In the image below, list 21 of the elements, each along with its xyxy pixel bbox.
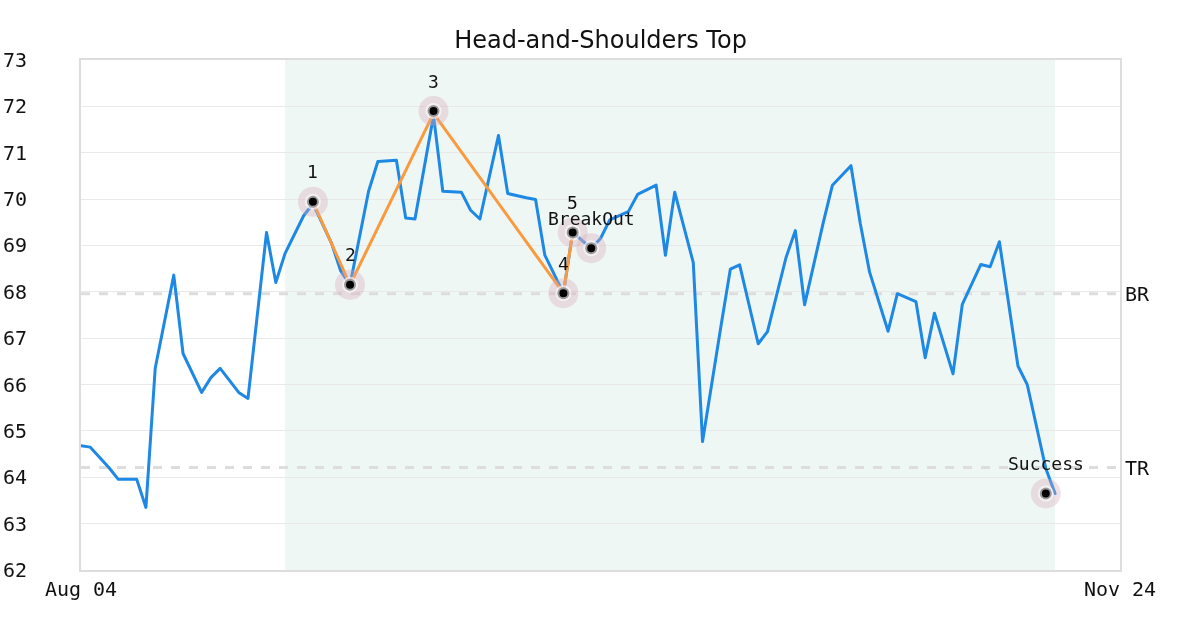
y-tick-label: 71 — [2, 140, 27, 165]
ref-line-label: TR — [1125, 456, 1151, 480]
y-tick-label: 66 — [2, 372, 27, 397]
annotation: 3 — [428, 71, 439, 92]
annotation: 2 — [345, 244, 356, 265]
chart-title: Head-and-Shoulders Top — [454, 26, 747, 55]
y-tick-label: 70 — [2, 187, 27, 212]
y-tick-label: 73 — [2, 48, 27, 72]
ref-line-label: BR — [1125, 282, 1151, 306]
x-tick-label: Nov 24 — [1083, 577, 1157, 601]
y-tick-label: 62 — [2, 558, 27, 582]
y-tick-label: 67 — [2, 326, 27, 351]
annotation: 5 — [567, 192, 578, 213]
y-tick-label: 63 — [2, 511, 27, 536]
y-tick-label: 65 — [2, 418, 27, 443]
annotation: 1 — [307, 161, 318, 182]
x-tick-label: Aug 04 — [44, 577, 118, 601]
y-tick-label: 69 — [2, 233, 27, 258]
y-tick-label: 72 — [2, 94, 27, 119]
y-tick-label: 64 — [2, 465, 27, 490]
y-tick-label: 68 — [2, 279, 27, 304]
